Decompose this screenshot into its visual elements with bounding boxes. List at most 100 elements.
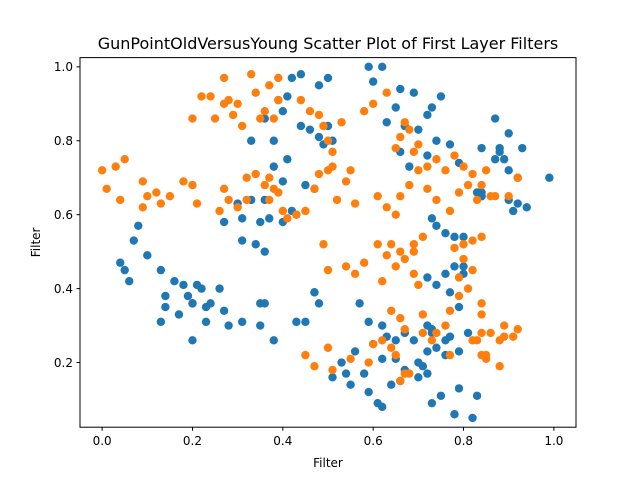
scatter-point — [472, 391, 482, 400]
scatter-point — [364, 358, 373, 367]
scatter-point — [432, 221, 441, 230]
scatter-point — [346, 380, 355, 389]
scatter-point — [468, 236, 477, 245]
scatter-point — [373, 192, 382, 201]
scatter-point — [301, 350, 310, 360]
scatter-point — [319, 121, 328, 131]
x-tick-label: 0.0 — [93, 434, 112, 448]
scatter-point — [341, 177, 351, 186]
scatter-point — [278, 177, 288, 186]
scatter-point — [396, 247, 405, 256]
scatter-point — [301, 180, 310, 190]
scatter-point — [454, 188, 464, 197]
scatter-point — [387, 380, 396, 389]
scatter-point — [396, 84, 405, 94]
scatter-point — [269, 114, 278, 123]
scatter-point — [391, 262, 400, 271]
scatter-point — [445, 306, 455, 315]
scatter-point — [513, 325, 522, 334]
scatter-point — [341, 262, 351, 271]
scatter-point — [423, 273, 432, 282]
scatter-point — [332, 195, 342, 205]
scatter-point — [490, 155, 500, 164]
scatter-point — [247, 136, 256, 145]
scatter-point — [414, 125, 423, 134]
scatter-point — [278, 106, 288, 116]
scatter-point — [490, 192, 500, 201]
scatter-point — [396, 313, 405, 323]
scatter-point — [450, 232, 459, 242]
scatter-point — [450, 410, 459, 419]
scatter-point — [418, 328, 428, 338]
scatter-point — [364, 317, 373, 327]
scatter-point — [359, 106, 369, 116]
scatter-point — [445, 288, 455, 297]
scatter-point — [418, 310, 428, 319]
scatter-point — [224, 195, 233, 205]
scatter-point — [301, 206, 310, 216]
scatter-point — [454, 302, 464, 312]
x-tick-label: 0.2 — [183, 434, 202, 448]
scatter-point — [441, 321, 450, 330]
scatter-point — [400, 118, 409, 127]
y-tick-label: 0.6 — [54, 208, 73, 222]
chart-title: GunPointOldVersusYoung Scatter Plot of F… — [98, 34, 558, 53]
scatter-point — [174, 310, 184, 319]
scatter-point — [260, 299, 269, 308]
scatter-point — [518, 143, 527, 153]
scatter-point — [337, 118, 346, 127]
scatter-point — [314, 110, 324, 120]
scatter-point — [378, 402, 387, 412]
scatter-point — [350, 199, 360, 208]
scatter-point — [405, 369, 414, 378]
scatter-point — [192, 280, 202, 290]
y-tick-label: 0.2 — [54, 356, 73, 370]
scatter-point — [359, 369, 369, 378]
x-tick-label: 0.8 — [454, 434, 473, 448]
scatter-point — [156, 265, 166, 275]
scatter-point — [450, 262, 459, 271]
scatter-point — [432, 280, 441, 290]
scatter-point — [509, 332, 518, 341]
scatter-point — [423, 162, 432, 171]
scatter-point — [432, 155, 441, 164]
scatter-point — [400, 254, 409, 264]
scatter-point — [405, 125, 414, 134]
y-tick-label: 0.4 — [54, 282, 73, 296]
scatter-point — [201, 302, 211, 312]
scatter-point — [219, 184, 229, 194]
scatter-point — [314, 299, 324, 308]
scatter-point — [260, 247, 269, 256]
scatter-point — [256, 321, 265, 330]
scatter-point — [495, 362, 504, 371]
scatter-point — [490, 114, 500, 123]
scatter-point — [468, 336, 477, 345]
scatter-point — [328, 365, 337, 375]
scatter-point — [305, 106, 315, 116]
scatter-point — [179, 280, 188, 290]
scatter-point — [477, 188, 486, 197]
scatter-point — [287, 73, 297, 83]
scatter-point — [463, 284, 473, 293]
scatter-point — [468, 169, 477, 179]
scatter-point — [364, 62, 373, 72]
scatter-point — [129, 236, 138, 245]
scatter-point — [423, 347, 432, 356]
scatter-point — [459, 254, 468, 264]
scatter-point — [382, 251, 391, 260]
scatter-point — [414, 166, 423, 175]
scatter-point — [188, 299, 197, 308]
scatter-point — [179, 177, 188, 186]
plot-background — [80, 57, 576, 428]
scatter-point — [409, 147, 419, 157]
scatter-point — [423, 184, 432, 194]
scatter-point — [445, 140, 455, 149]
scatter-point — [468, 265, 477, 275]
scatter-point — [481, 350, 491, 360]
scatter-point — [274, 188, 283, 197]
scatter-point — [210, 114, 220, 123]
scatter-point — [445, 206, 455, 216]
scatter-point — [459, 240, 468, 249]
scatter-point — [481, 166, 491, 175]
